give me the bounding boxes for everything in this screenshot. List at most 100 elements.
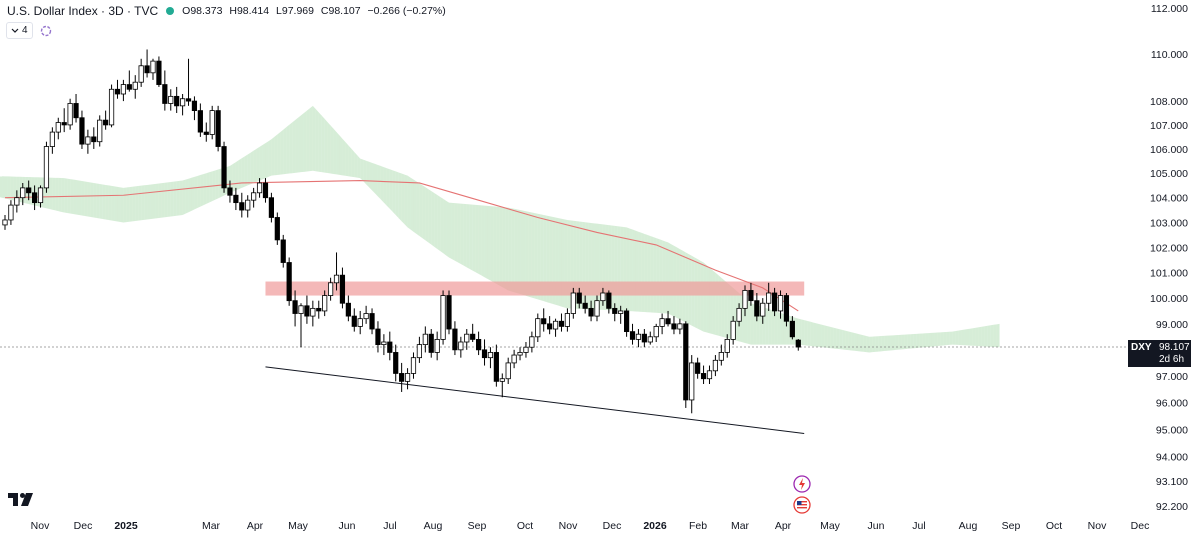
candle-body xyxy=(618,310,624,314)
y-tick-label: 93.100 xyxy=(1156,476,1188,488)
cloud-segment-bull xyxy=(407,175,411,230)
candle-down xyxy=(185,58,192,106)
cloud-segment-bull xyxy=(466,204,470,269)
candle-body xyxy=(268,197,275,218)
cloud-segment-bull xyxy=(872,336,876,353)
candles xyxy=(2,49,801,414)
cloud-segment-bull xyxy=(375,163,378,197)
us-flag-event-icon[interactable] xyxy=(793,496,811,514)
indicator-toggle-button[interactable]: 4 xyxy=(6,22,33,39)
y-tick-label: 100.000 xyxy=(1150,293,1188,305)
cloud-segment-bull xyxy=(176,180,180,216)
cloud-segment-bull xyxy=(984,325,988,347)
indicator-count: 4 xyxy=(22,25,28,36)
cloud-segment-bull xyxy=(712,270,716,335)
x-tick-label: Mar xyxy=(202,520,221,532)
cloud-segment-bull xyxy=(795,317,799,345)
cloud-segment-bull xyxy=(318,112,322,173)
cloud-segment-bull xyxy=(469,204,473,271)
candle-body xyxy=(138,65,144,83)
candle-body xyxy=(499,378,505,382)
cloud-segment-bull xyxy=(475,204,479,274)
candle-down xyxy=(612,303,618,322)
cloud-segment-bull xyxy=(827,326,831,349)
cloud-segment-bull xyxy=(274,134,278,176)
cloud-segment-bull xyxy=(392,170,396,215)
cloud-segment-bull xyxy=(614,225,618,311)
candle-down xyxy=(481,339,488,366)
candle-body xyxy=(582,302,588,309)
candle-body xyxy=(529,336,535,348)
candle-up xyxy=(410,352,417,379)
cloud-segment-bull xyxy=(671,244,674,317)
candle-body xyxy=(179,98,186,107)
candle-down xyxy=(393,344,399,382)
candle-down xyxy=(114,79,121,99)
cloud-segment-bull xyxy=(280,129,284,175)
cloud-segment-bull xyxy=(386,168,390,209)
cloud-segment-bull xyxy=(111,185,115,221)
candle-down xyxy=(32,185,38,211)
candle-up xyxy=(736,303,742,327)
tradingview-logo-icon[interactable] xyxy=(8,491,36,507)
cloud-segment-bull xyxy=(975,327,979,347)
candle-body xyxy=(162,84,168,104)
candle-down xyxy=(428,329,434,358)
candle-up xyxy=(85,129,91,154)
x-tick-label: Nov xyxy=(31,520,50,532)
low-value: 97.969 xyxy=(281,5,314,17)
candle-down xyxy=(541,308,547,332)
cloud-segment-bull xyxy=(10,176,14,201)
x-tick-label: 2025 xyxy=(114,520,138,532)
candle-body xyxy=(156,60,162,85)
cloud-segment-bull xyxy=(354,151,358,178)
cloud-segment-bull xyxy=(961,329,965,346)
candle-body xyxy=(505,362,511,380)
candle-down xyxy=(73,93,79,123)
cloud-segment-bull xyxy=(659,239,663,314)
candle-down xyxy=(624,308,630,337)
candle-body xyxy=(576,292,582,304)
cloud-segment-bull xyxy=(727,282,731,339)
cloud-segment-bull xyxy=(484,205,488,279)
cloud-segment-bull xyxy=(339,135,343,176)
cloud-segment-bull xyxy=(259,144,263,181)
candle-body xyxy=(647,336,653,343)
x-tick-label: Dec xyxy=(1131,520,1150,532)
cloud-segment-bull xyxy=(768,309,772,345)
cloud-segment-bull xyxy=(52,177,56,211)
candle-up xyxy=(570,287,576,319)
candle-body xyxy=(215,110,221,147)
cloud-segment-bull xyxy=(851,332,855,351)
cloud-segment-bull xyxy=(336,132,340,175)
y-tick-label: 102.000 xyxy=(1150,242,1188,254)
candle-down xyxy=(227,180,233,203)
cloud-segment-bull xyxy=(931,332,935,347)
lightning-event-icon[interactable] xyxy=(793,475,811,493)
cloud-segment-bull xyxy=(511,208,515,293)
high-value: 98.414 xyxy=(236,5,270,17)
candle-down xyxy=(606,290,612,314)
candle-up xyxy=(67,98,73,130)
cloud-segment-bull xyxy=(132,186,136,222)
cloud-segment-bull xyxy=(123,187,127,223)
candle-body xyxy=(422,333,428,346)
candle-down xyxy=(126,70,132,92)
candle-body xyxy=(600,292,606,302)
cloud-segment-bull xyxy=(138,185,142,221)
symbol-title[interactable]: U.S. Dollar Index · 3D · TVC xyxy=(7,4,159,18)
cloud-segment-bull xyxy=(108,185,112,221)
cloud-segment-bull xyxy=(499,206,503,288)
cloud-segment-bull xyxy=(102,184,106,220)
cloud-segment-bull xyxy=(807,320,811,346)
cloud-segment-bull xyxy=(117,186,121,222)
candle-down xyxy=(795,339,801,351)
cloud-segment-bull xyxy=(194,175,198,210)
cloud-segment-bull xyxy=(816,323,819,347)
y-tick-label: 112.000 xyxy=(1151,3,1188,15)
cloud-segment-bull xyxy=(377,164,381,200)
indicator-loop-icon[interactable] xyxy=(39,24,53,38)
open-label: O xyxy=(182,5,191,17)
